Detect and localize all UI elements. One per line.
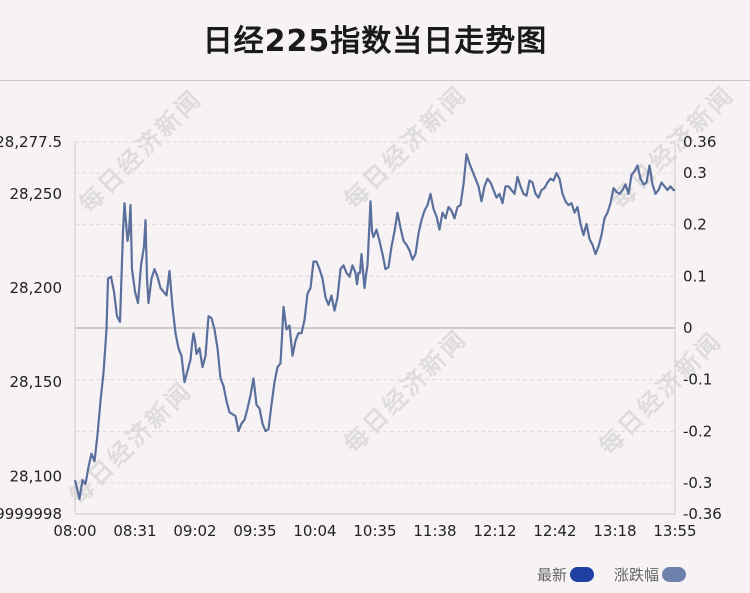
y-left-tick-label: 28,250 (10, 185, 63, 203)
x-tick-label: 08:31 (113, 522, 156, 540)
x-tick-label: 09:35 (233, 522, 276, 540)
title-divider (0, 80, 750, 81)
x-tick-label: 10:04 (293, 522, 336, 540)
y-left-tick-label: 28,100 (10, 467, 63, 485)
x-tick-label: 13:55 (653, 522, 696, 540)
series-line (73, 153, 675, 500)
y-left-tick-label: 9999998 (0, 505, 62, 523)
x-tick-label: 12:42 (533, 522, 576, 540)
x-tick-label: 09:02 (173, 522, 216, 540)
y-left-tick-label: 28,150 (10, 373, 63, 391)
x-tick-label: 10:35 (353, 522, 396, 540)
y-right-tick-label: -0.36 (683, 505, 722, 523)
legend: 最新 涨跌幅 (517, 564, 686, 585)
legend-swatch-latest (569, 567, 594, 582)
legend-label-latest: 最新 (536, 566, 567, 584)
legend-item-change[interactable]: 涨跌幅 (614, 564, 686, 585)
y-left-tick-label: 28,200 (10, 279, 63, 297)
y-right-tick-label: 0.3 (683, 164, 707, 182)
x-tick-label: 13:18 (593, 522, 636, 540)
y-right-tick-label: -0.1 (683, 371, 712, 389)
legend-item-latest[interactable]: 最新 (537, 564, 594, 585)
x-tick-label: 08:00 (53, 522, 96, 540)
x-tick-label: 11:38 (413, 522, 456, 540)
y-left-tick-label: 28,277.5 (0, 133, 62, 151)
y-right-tick-label: 0.36 (683, 133, 716, 151)
y-right-tick-label: 0.2 (683, 216, 707, 234)
y-right-tick-label: -0.3 (683, 474, 712, 492)
y-right-tick-label: 0 (683, 319, 693, 337)
x-tick-label: 12:12 (473, 522, 516, 540)
chart-title: 日经225指数当日走势图 (202, 24, 548, 59)
legend-label-change: 涨跌幅 (613, 566, 659, 584)
y-right-tick-label: 0.1 (683, 267, 707, 285)
legend-swatch-change (662, 567, 686, 582)
y-right-tick-label: -0.2 (683, 422, 712, 440)
